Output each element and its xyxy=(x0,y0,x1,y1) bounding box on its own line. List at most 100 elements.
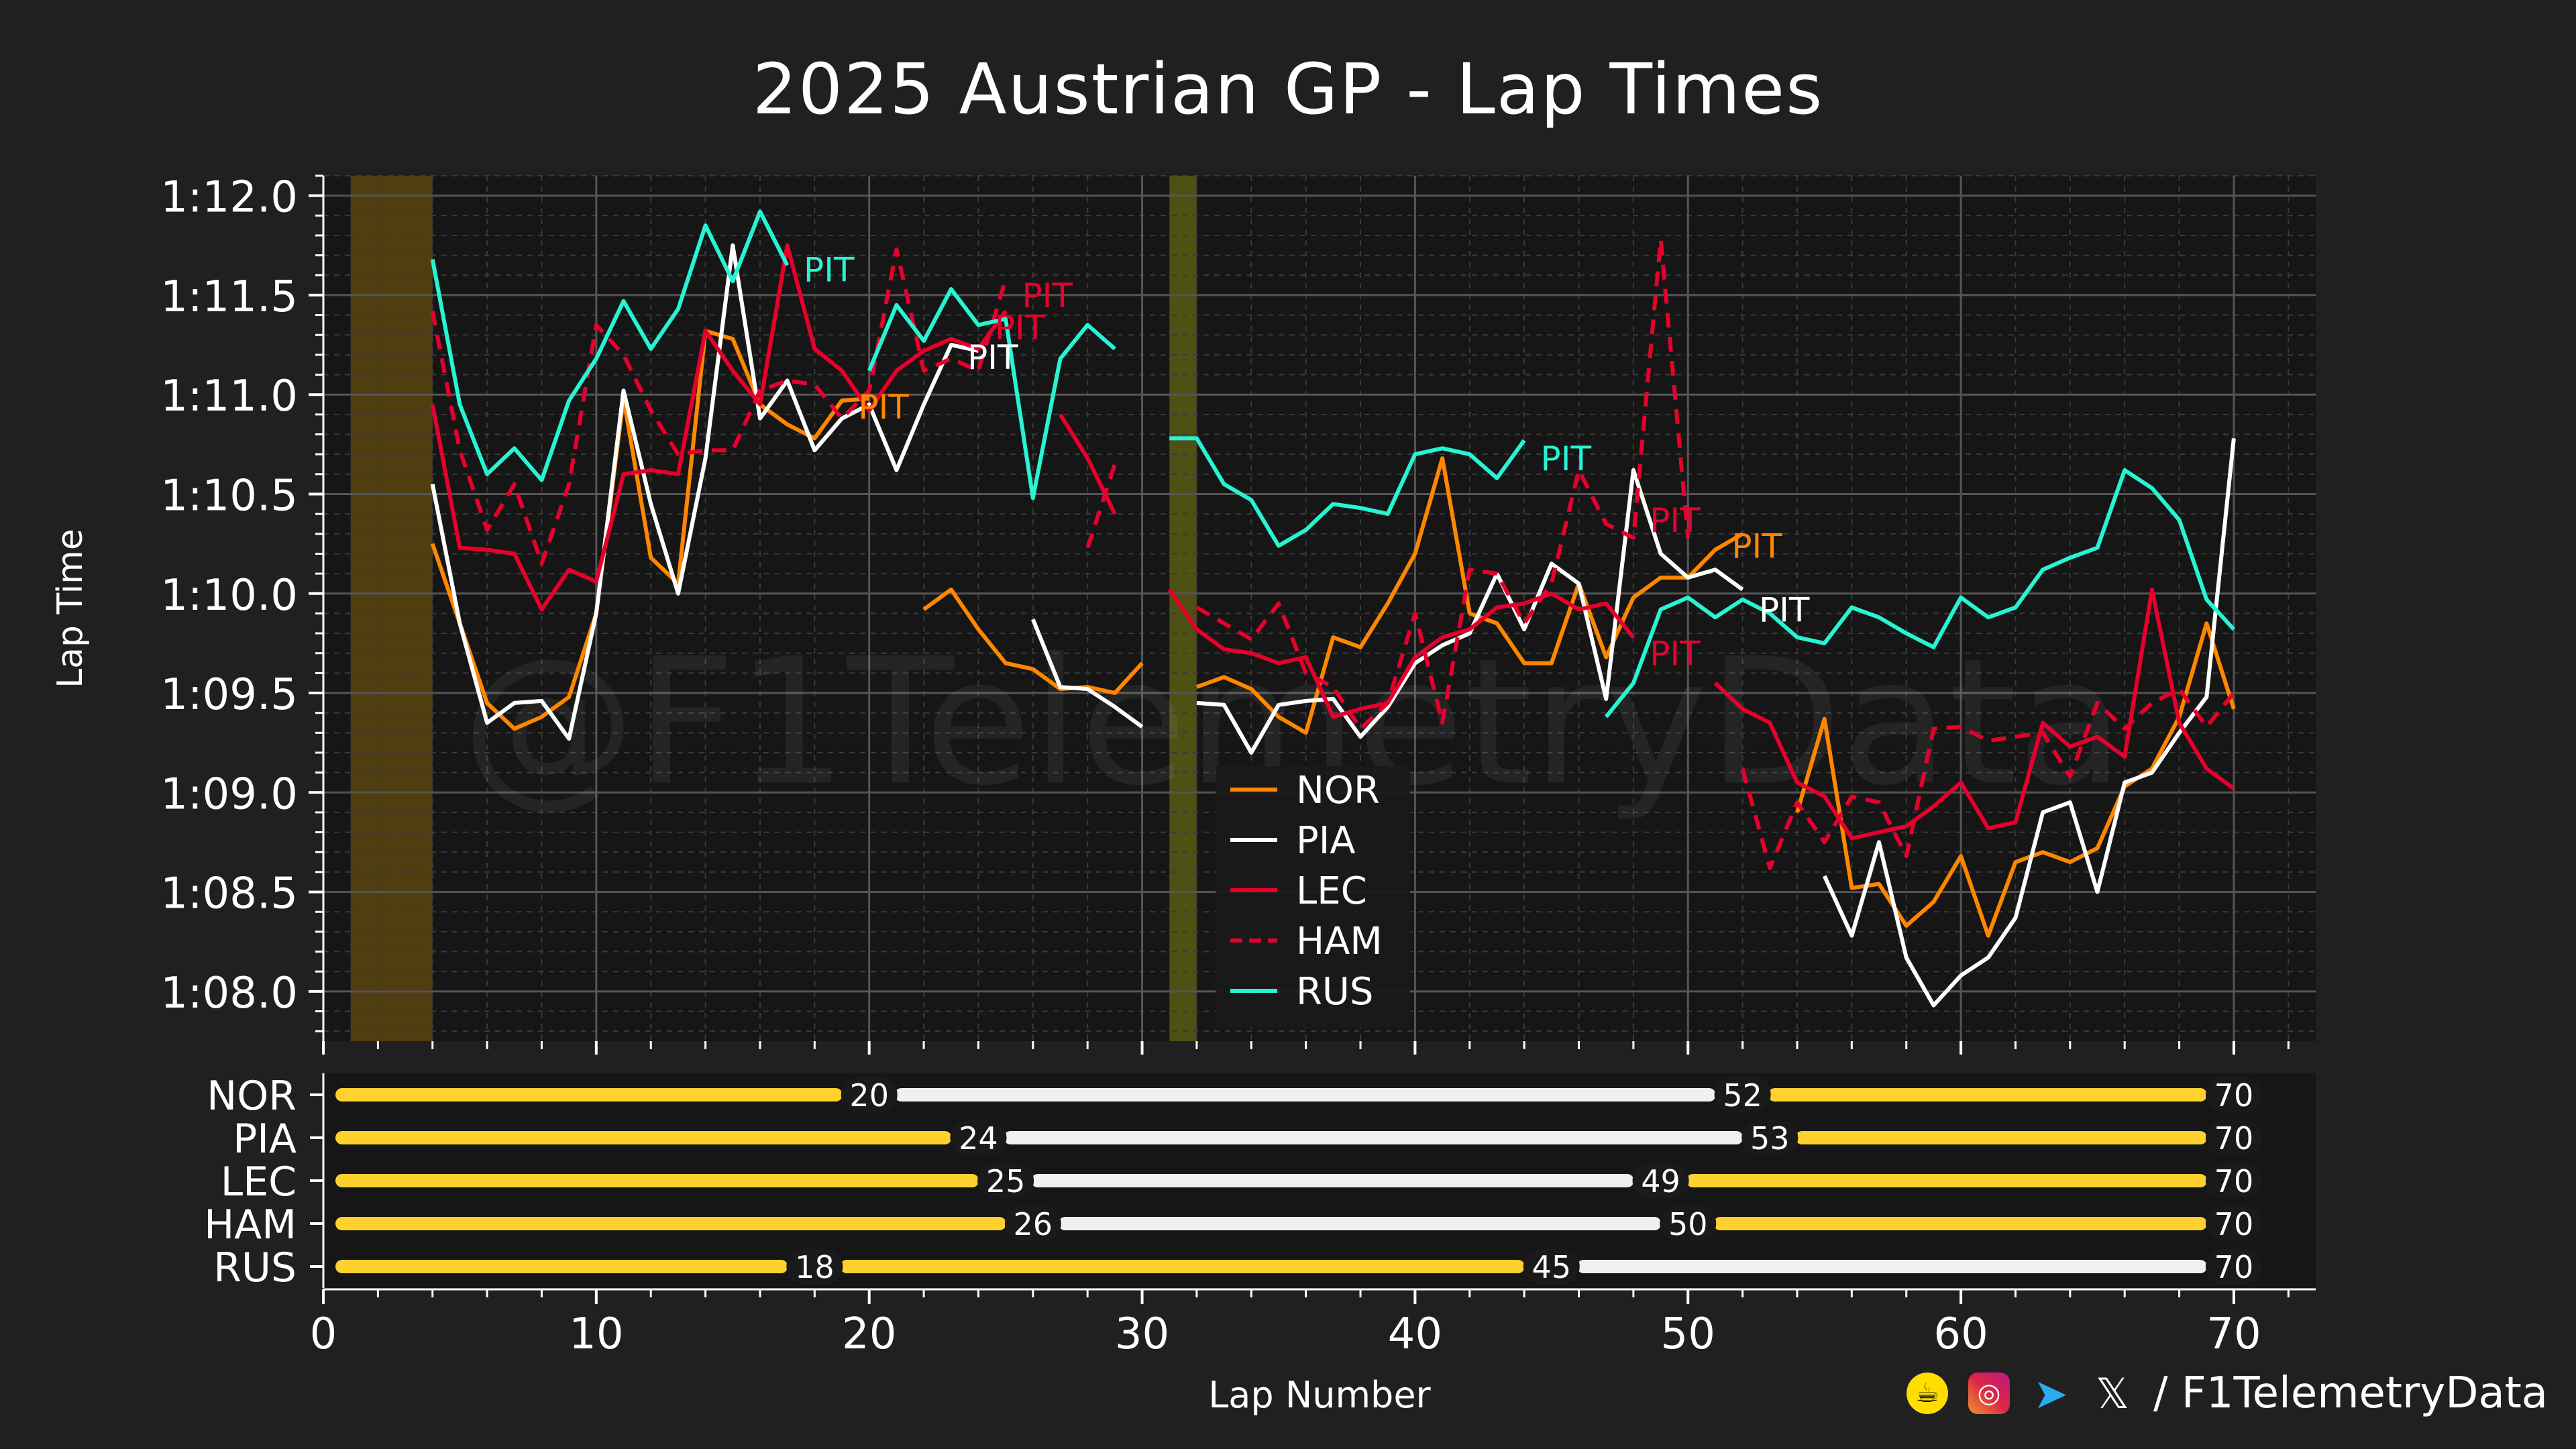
series-line-ham-stint-4 xyxy=(1740,687,2236,870)
series-line-nor-stint-2 xyxy=(922,587,1144,695)
chart-title: 2025 Austrian GP - Lap Times xyxy=(752,48,1824,130)
pit-annotation: PIT xyxy=(995,308,1046,347)
y-tick-label: 1:11.0 xyxy=(160,372,298,421)
stint-label-bg xyxy=(2205,1206,2262,1241)
buymeacoffee-icon[interactable]: ☕ xyxy=(1907,1373,1948,1414)
series-line-ham-stint-2 xyxy=(1085,464,1117,549)
x-tick-label: 60 xyxy=(1933,1309,1988,1359)
series-line-nor-stint-3 xyxy=(1195,456,1744,735)
x-tick-label: 10 xyxy=(569,1309,623,1359)
legend-box xyxy=(1216,766,1410,1028)
stint-end-label: 70 xyxy=(2214,1206,2254,1242)
stint-bar xyxy=(1576,1260,2207,1273)
y-axis-label: Lap Time xyxy=(50,529,91,688)
stint-bar xyxy=(335,1088,843,1102)
stint-label-bg xyxy=(977,1163,1034,1198)
stint-bar xyxy=(1031,1174,1634,1187)
stint-driver-label: LEC xyxy=(221,1159,297,1205)
stint-label-bg xyxy=(2205,1249,2262,1284)
stint-end-label: 52 xyxy=(1723,1077,1762,1114)
stint-label-bg xyxy=(1660,1206,1717,1241)
stint-end-label: 50 xyxy=(1668,1206,1708,1242)
y-tick-label: 1:12.0 xyxy=(160,173,298,223)
stint-end-label: 45 xyxy=(1532,1249,1572,1285)
x-tick-label: 40 xyxy=(1388,1309,1442,1359)
legend-label-nor: NOR xyxy=(1296,769,1380,812)
series-line-pia-stint-4 xyxy=(1822,438,2236,1008)
series-line-rus-stint-2 xyxy=(867,287,1116,500)
stint-end-label: 49 xyxy=(1641,1163,1680,1199)
pit-annotation: PIT xyxy=(1650,635,1701,674)
stint-label-bg xyxy=(1004,1206,1061,1241)
stint-plot-area: NOR 20 52 70 PIA 24 53 70 LEC 25 49 70 HAM 26 50 70 RUS 1… xyxy=(204,1073,2316,1291)
pit-annotation: PIT xyxy=(967,338,1018,377)
pit-annotation: PIT xyxy=(804,250,855,289)
y-tick-label: 1:09.0 xyxy=(160,769,298,819)
pit-annotation: PIT xyxy=(1759,590,1810,629)
stint-label-bg xyxy=(841,1077,898,1112)
stint-bar xyxy=(335,1131,952,1144)
legend-label-ham: HAM xyxy=(1296,920,1383,963)
stint-label-bg xyxy=(1523,1249,1580,1284)
x-tick-label: 0 xyxy=(310,1309,337,1359)
stint-bar xyxy=(1768,1088,2207,1102)
stint-label-bg xyxy=(1741,1120,1799,1155)
pit-annotation: PIT xyxy=(1541,439,1592,478)
stint-end-label: 70 xyxy=(2214,1163,2254,1199)
y-tick-label: 1:09.5 xyxy=(160,670,298,720)
stint-driver-label: HAM xyxy=(204,1201,297,1248)
stint-driver-label: PIA xyxy=(233,1116,297,1163)
x-tick-label: 30 xyxy=(1115,1309,1169,1359)
stint-bar xyxy=(1004,1131,1743,1144)
footer-handle: / F1TelemetryData xyxy=(2153,1368,2548,1418)
y-tick-label: 1:10.5 xyxy=(160,471,298,521)
stint-end-label: 25 xyxy=(986,1163,1026,1199)
stint-bar xyxy=(1795,1131,2207,1144)
stint-driver-label: RUS xyxy=(213,1244,297,1291)
series-line-lec-stint-3 xyxy=(1167,588,1635,719)
series-line-pia-stint-1 xyxy=(430,243,979,741)
main-plot-area: @F1TelemetryData1:08.01:08.51:09.01:09.5… xyxy=(50,173,2316,1041)
series-line-pia-stint-3 xyxy=(1196,468,1744,755)
stint-label-bg xyxy=(786,1249,843,1284)
legend-label-pia: PIA xyxy=(1296,819,1356,863)
y-tick-label: 1:08.0 xyxy=(160,969,298,1018)
pit-annotation: PIT xyxy=(1650,501,1701,540)
series-line-nor-stint-4 xyxy=(1795,621,2236,938)
x-axis-label: Lap Number xyxy=(1208,1374,1431,1416)
stint-driver-label: NOR xyxy=(207,1073,297,1120)
stint-end-label: 26 xyxy=(1014,1206,1053,1242)
stint-end-label: 70 xyxy=(2214,1249,2254,1285)
series-line-rus-stint-4 xyxy=(1604,468,2236,718)
x-axis: 0 10 20 30 40 50 60 70 Lap Number xyxy=(310,1041,2316,1416)
stint-label-bg xyxy=(2205,1163,2262,1198)
stint-bar xyxy=(335,1217,1006,1230)
stint-bar xyxy=(1058,1217,1662,1230)
series-line-ham-stint-3 xyxy=(1195,237,1690,731)
stint-label-bg xyxy=(1632,1163,1689,1198)
pit-annotation: PIT xyxy=(1022,276,1073,315)
x-tick-label: 70 xyxy=(2206,1309,2261,1359)
stint-bar xyxy=(335,1174,979,1187)
series-line-rus-stint-1 xyxy=(430,209,790,482)
series-line-nor-stint-1 xyxy=(430,329,869,731)
stint-end-label: 18 xyxy=(795,1249,835,1285)
x-tick-label: 50 xyxy=(1661,1309,1715,1359)
stint-end-label: 70 xyxy=(2214,1077,2254,1114)
stint-end-label: 20 xyxy=(849,1077,889,1114)
series-line-rus-stint-3 xyxy=(1169,436,1526,548)
y-tick-label: 1:10.0 xyxy=(160,571,298,621)
y-tick-label: 1:08.5 xyxy=(160,869,298,919)
instagram-icon[interactable]: ◎ xyxy=(1968,1373,2010,1414)
stint-bar xyxy=(894,1088,1716,1102)
series-line-lec-stint-4 xyxy=(1713,587,2235,841)
x-icon[interactable]: 𝕏 xyxy=(2096,1368,2129,1418)
stint-end-label: 24 xyxy=(959,1120,998,1157)
series-line-pia-stint-2 xyxy=(1031,619,1144,729)
pit-annotation: PIT xyxy=(1731,527,1782,566)
telegram-icon[interactable]: ➤ xyxy=(2033,1368,2068,1418)
y-tick-label: 1:11.5 xyxy=(160,272,298,322)
legend-label-rus: RUS xyxy=(1296,970,1373,1014)
legend-label-lec: LEC xyxy=(1296,869,1367,913)
